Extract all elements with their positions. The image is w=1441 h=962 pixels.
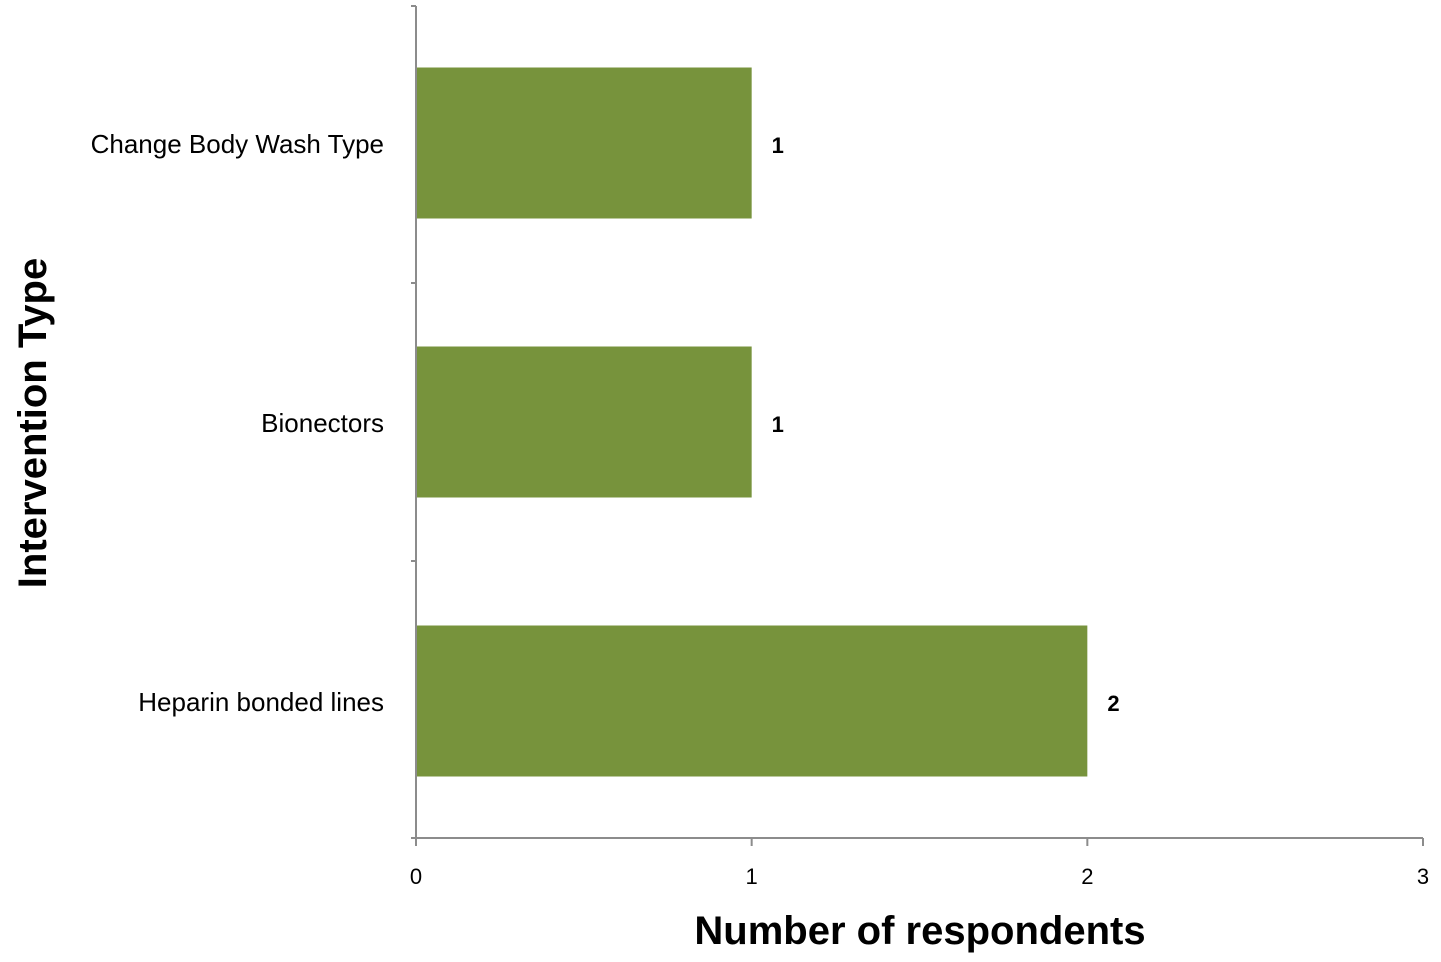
- data-label: 1: [772, 412, 784, 437]
- y-axis-title: Intervention Type: [11, 258, 55, 588]
- x-axis-title: Number of respondents: [694, 909, 1145, 953]
- data-labels-layer: 1 1 2: [772, 133, 1120, 716]
- bar: [416, 625, 1088, 777]
- x-tick-label: 1: [746, 864, 758, 889]
- category-label: Heparin bonded lines: [138, 687, 384, 717]
- data-label: 2: [1107, 691, 1119, 716]
- x-tick-label: 2: [1081, 864, 1093, 889]
- x-tick-label: 0: [410, 864, 422, 889]
- x-tick-label: 3: [1417, 864, 1429, 889]
- category-label: Bionectors: [261, 408, 384, 438]
- data-label: 1: [772, 133, 784, 158]
- ticks-layer: 0 1 2 3: [410, 5, 1429, 889]
- bars-layer: [416, 67, 1088, 777]
- bar: [416, 67, 752, 219]
- axes-layer: [415, 6, 1423, 839]
- bar: [416, 346, 752, 498]
- category-label: Change Body Wash Type: [91, 129, 384, 159]
- category-labels-layer: Change Body Wash Type Bionectors Heparin b…: [91, 129, 384, 717]
